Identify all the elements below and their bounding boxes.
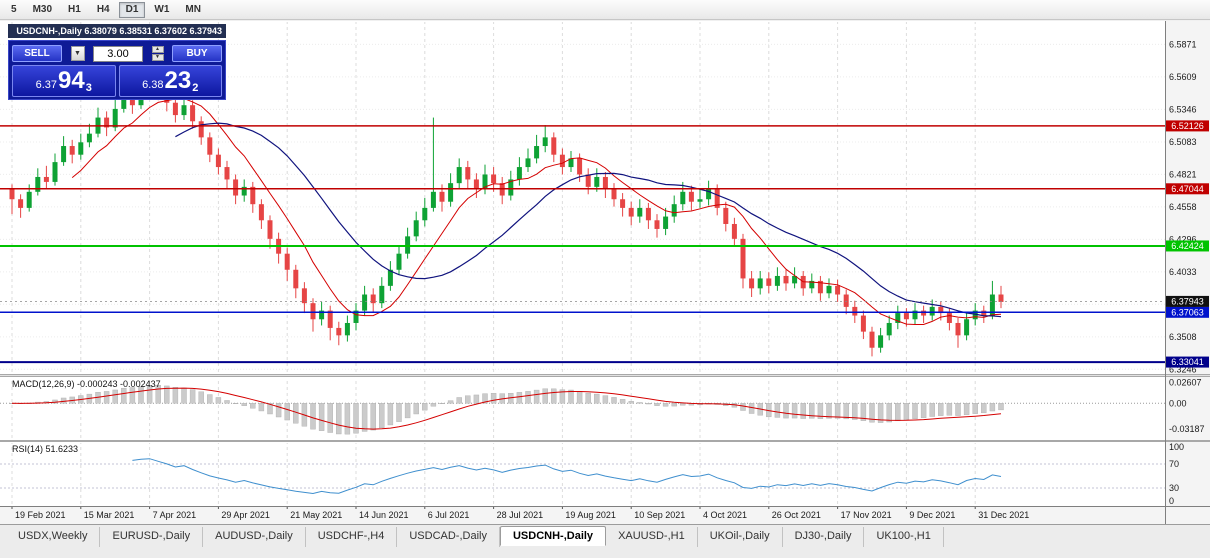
buy-price-prefix: 6.38 [142, 79, 164, 91]
panel-separator[interactable] [0, 374, 1210, 377]
svg-text:19 Feb 2021: 19 Feb 2021 [15, 510, 66, 520]
svg-text:15 Mar 2021: 15 Mar 2021 [84, 510, 135, 520]
svg-text:6.37943: 6.37943 [1171, 296, 1204, 306]
svg-text:6.5871: 6.5871 [1169, 39, 1197, 49]
price-badge: 6.52126 [1166, 120, 1209, 132]
svg-text:29 Apr 2021: 29 Apr 2021 [221, 510, 270, 520]
rsi-indicator-label: RSI(14) 51.6233 [12, 444, 79, 454]
price-badge: 6.37063 [1166, 306, 1209, 318]
chart-window-title[interactable]: USDCNH-,Daily 6.38079 6.38531 6.37602 6.… [8, 24, 226, 38]
chart-tab-ukoil-daily[interactable]: UKOil-,Daily [698, 527, 783, 547]
rsi-panel [0, 443, 1165, 505]
svg-text:10 Sep 2021: 10 Sep 2021 [634, 510, 685, 520]
rsi-line [132, 458, 1002, 495]
svg-text:4 Oct 2021: 4 Oct 2021 [703, 510, 747, 520]
sell-button[interactable]: SELL [12, 45, 62, 62]
chart-tab-eurusd-daily[interactable]: EURUSD-,Daily [100, 527, 204, 547]
chart-tab-bar: USDX,Weekly EURUSD-,Daily AUDUSD-,Daily USD… [0, 524, 1210, 558]
svg-text:7 Apr 2021: 7 Apr 2021 [153, 510, 197, 520]
svg-text:6.4296: 6.4296 [1169, 234, 1197, 244]
price-badge: 6.47044 [1166, 183, 1209, 195]
macd-histogram [9, 385, 1004, 435]
svg-text:19 Aug 2021: 19 Aug 2021 [565, 510, 616, 520]
price-badge: 6.37943 [1166, 295, 1209, 307]
svg-text:6.42424: 6.42424 [1171, 241, 1204, 251]
chart-tab-dj30-daily[interactable]: DJ30-,Daily [783, 527, 865, 547]
svg-text:70: 70 [1169, 459, 1179, 469]
chart-tab-audusd-daily[interactable]: AUDUSD-,Daily [203, 527, 306, 547]
svg-text:6.4558: 6.4558 [1169, 202, 1197, 212]
chart-title-text: USDCNH-,Daily 6.38079 6.38531 6.37602 6.… [16, 26, 222, 36]
macd-indicator-label: MACD(12,26,9) -0.000243 -0.002437 [12, 379, 161, 389]
main-price-panel [0, 22, 1165, 373]
chart-tab-usdcnh-daily[interactable]: USDCNH-,Daily [499, 526, 607, 546]
svg-text:6.5346: 6.5346 [1169, 104, 1197, 114]
ma-slow-line [175, 122, 1002, 318]
sell-price-main: 94 [58, 67, 85, 94]
svg-text:14 Jun 2021: 14 Jun 2021 [359, 510, 409, 520]
chart-tab-usdchf-h4[interactable]: USDCHF-,H4 [306, 527, 398, 547]
timeframe-button-5[interactable]: 5 [4, 2, 24, 18]
time-axis[interactable] [0, 506, 1165, 524]
svg-text:6.37063: 6.37063 [1171, 307, 1204, 317]
volume-input[interactable] [93, 45, 143, 62]
timeframe-button-m30[interactable]: M30 [26, 2, 59, 18]
one-click-trading-panel: SELL ▼ ▲ ▼ BUY 6.37 94 3 6.38 23 2 [8, 40, 226, 100]
volume-dropdown-button[interactable]: ▼ [70, 46, 85, 61]
svg-text:28 Jul 2021: 28 Jul 2021 [497, 510, 544, 520]
svg-text:6.5083: 6.5083 [1169, 137, 1197, 147]
svg-text:100: 100 [1169, 442, 1184, 452]
price-badge: 6.42424 [1166, 240, 1209, 252]
svg-text:6.4821: 6.4821 [1169, 169, 1197, 179]
svg-text:6.3246: 6.3246 [1169, 364, 1197, 374]
svg-text:26 Oct 2021: 26 Oct 2021 [772, 510, 821, 520]
buy-price-display[interactable]: 6.38 23 2 [118, 65, 222, 97]
svg-text:0: 0 [1169, 496, 1174, 506]
svg-text:17 Nov 2021: 17 Nov 2021 [841, 510, 892, 520]
svg-text:6.3508: 6.3508 [1169, 332, 1197, 342]
svg-text:6.5609: 6.5609 [1169, 72, 1197, 82]
sell-price-pipette: 3 [85, 82, 92, 94]
price-badge: 6.33041 [1166, 356, 1209, 368]
svg-text:21 May 2021: 21 May 2021 [290, 510, 342, 520]
timeframe-button-h1[interactable]: H1 [61, 2, 88, 18]
sell-price-display[interactable]: 6.37 94 3 [12, 65, 116, 97]
buy-price-pipette: 2 [192, 82, 199, 94]
timeframe-button-w1[interactable]: W1 [147, 2, 176, 18]
svg-text:30: 30 [1169, 483, 1179, 493]
svg-text:6.52126: 6.52126 [1171, 121, 1204, 131]
svg-text:6.33041: 6.33041 [1171, 357, 1204, 367]
volume-increase-button[interactable]: ▲ [151, 46, 164, 53]
buy-button[interactable]: BUY [172, 45, 222, 62]
chart-tab-usdcad-daily[interactable]: USDCAD-,Daily [397, 527, 500, 547]
timeframe-toolbar: 5 M30 H1 H4 D1 W1 MN [0, 0, 1210, 20]
chart-tab-usdx-weekly[interactable]: USDX,Weekly [6, 527, 101, 547]
svg-text:31 Dec 2021: 31 Dec 2021 [978, 510, 1029, 520]
buy-price-main: 23 [164, 67, 192, 94]
macd-signal-line [11, 387, 1002, 430]
svg-text:6.47044: 6.47044 [1171, 184, 1204, 194]
timeframe-button-d1[interactable]: D1 [118, 1, 146, 18]
svg-text:0.02607: 0.02607 [1169, 377, 1202, 387]
chart-tab-xauusd-h1[interactable]: XAUUSD-,H1 [606, 527, 698, 547]
timeframe-button-mn[interactable]: MN [178, 2, 208, 18]
sell-price-prefix: 6.37 [35, 79, 58, 91]
axis-labels: 6.5871 6.5609 6.5346 6.5083 6.4821 6.4558 6.42… [15, 39, 1205, 520]
svg-text:9 Dec 2021: 9 Dec 2021 [909, 510, 955, 520]
chart-tab-uk100-h1[interactable]: UK100-,H1 [864, 527, 944, 547]
volume-spinner: ▲ ▼ [151, 46, 164, 61]
volume-decrease-button[interactable]: ▼ [151, 54, 164, 61]
svg-text:-0.03187: -0.03187 [1169, 424, 1205, 434]
timeframe-button-h4[interactable]: H4 [90, 2, 117, 18]
svg-text:6 Jul 2021: 6 Jul 2021 [428, 510, 470, 520]
ma-fast-line [71, 97, 1002, 325]
macd-panel [0, 378, 1165, 439]
svg-text:0.00: 0.00 [1169, 398, 1187, 408]
svg-text:6.4033: 6.4033 [1169, 267, 1197, 277]
